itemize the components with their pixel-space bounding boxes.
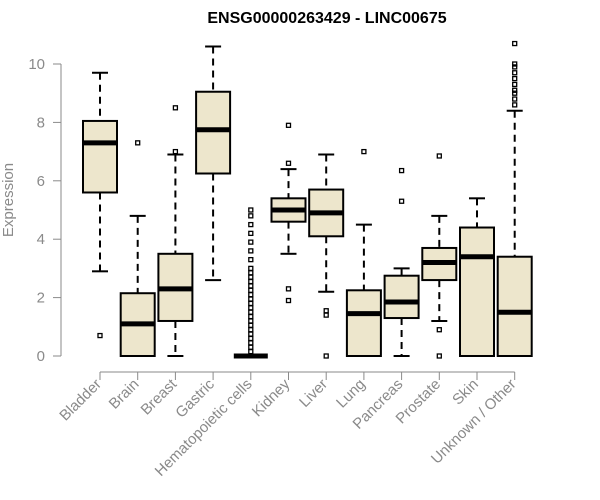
outlier-point (248, 221, 254, 228)
outlier-point (512, 70, 518, 76)
box-body (459, 226, 495, 357)
box-liver (308, 153, 345, 359)
outlier-point (248, 344, 254, 350)
outlier-point (285, 122, 292, 128)
outlier-point (248, 296, 254, 302)
box-kidney (270, 122, 307, 304)
outlier-point (323, 312, 329, 318)
box-lung (345, 148, 382, 357)
outlier-point (512, 87, 518, 93)
outlier-point (323, 308, 329, 314)
outlier-point (248, 230, 254, 237)
outlier-point (248, 331, 254, 337)
outlier-point (248, 309, 254, 315)
outlier-point (248, 239, 254, 245)
y-tick-label: 2 (37, 290, 45, 307)
outlier-point (248, 322, 254, 328)
outlier-point (323, 353, 329, 359)
outlier-point (285, 286, 292, 292)
outlier-point (172, 105, 179, 111)
y-tick-label: 8 (37, 114, 45, 131)
x-tick-label: Kidney (249, 375, 294, 420)
box-body (345, 289, 382, 357)
boxes-group (82, 40, 533, 359)
outlier-point (285, 160, 292, 166)
outlier-point (248, 348, 254, 355)
outlier-point (248, 318, 254, 324)
box-breast (157, 105, 194, 357)
outlier-point (512, 75, 518, 82)
outlier-point (172, 148, 179, 155)
outlier-point (97, 332, 103, 339)
outlier-point (248, 327, 254, 333)
box-skin (459, 197, 495, 357)
box-unknown-other (496, 40, 533, 357)
outlier-point (248, 248, 254, 254)
x-tick-label: Liver (296, 376, 331, 411)
outlier-point (512, 81, 518, 88)
outlier-point (248, 213, 254, 219)
box-gastric (195, 45, 232, 282)
outlier-point (398, 198, 405, 204)
outlier-point (512, 40, 518, 47)
outlier-point (512, 61, 518, 67)
outlier-point (248, 278, 254, 285)
outlier-point (248, 274, 254, 280)
outlier-point (512, 64, 518, 70)
outlier-point (398, 167, 405, 174)
box-body (496, 255, 533, 357)
box-hematopoietic-cells (233, 207, 268, 359)
box-body (195, 90, 232, 175)
outlier-point (248, 292, 254, 298)
outlier-point (248, 265, 254, 272)
x-tick-label: Skin (449, 376, 482, 409)
y-axis: 0 2 4 6 8 10 (28, 56, 62, 365)
x-tick-label: Bladder (56, 376, 105, 425)
box-prostate (421, 153, 458, 359)
outlier-point (248, 305, 254, 311)
outlier-point (512, 90, 518, 96)
outlier-point (248, 283, 254, 289)
box-body (82, 119, 118, 194)
box-brain (119, 140, 156, 357)
box-body (383, 274, 420, 320)
outlier-point (512, 96, 518, 102)
y-tick-label: 4 (37, 231, 45, 248)
outlier-point (436, 353, 442, 359)
outlier-point (512, 102, 518, 108)
box-bladder (82, 71, 118, 339)
outlier-point (248, 313, 254, 320)
outlier-point (361, 148, 367, 155)
outlier-point (248, 287, 254, 293)
y-tick-label: 0 (37, 348, 45, 365)
outlier-point (436, 327, 442, 333)
outlier-point (135, 140, 141, 146)
y-axis-label: Expression (0, 163, 17, 237)
outlier-point (248, 340, 254, 346)
outlier-point (248, 300, 254, 307)
outlier-point (436, 153, 442, 159)
outlier-point (248, 270, 254, 276)
outlier-point (248, 256, 254, 263)
y-tick-label: 10 (28, 56, 45, 73)
outlier-point (248, 335, 254, 342)
box-pancreas (383, 167, 420, 357)
outlier-point (285, 297, 292, 304)
chart-title: ENSG00000263429 - LINC00675 (207, 10, 446, 27)
outlier-point (248, 207, 254, 213)
y-tick-label: 6 (37, 173, 45, 190)
